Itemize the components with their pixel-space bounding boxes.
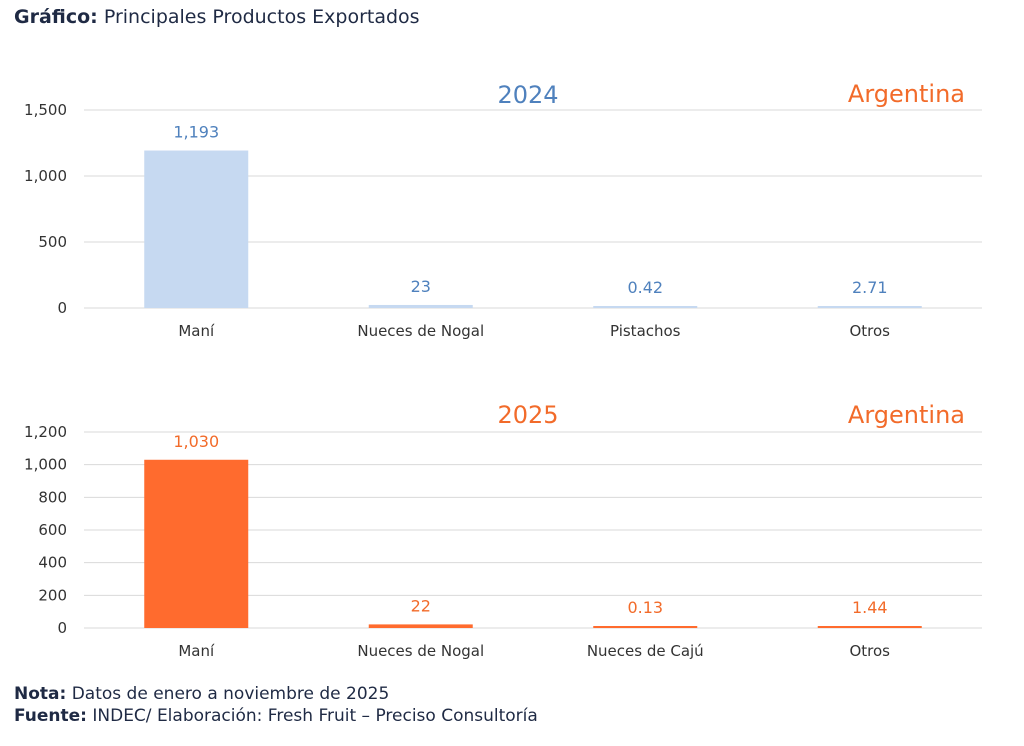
category-label: Pistachos [610,322,681,340]
source-text: INDEC/ Elaboración: Fresh Fruit – Precis… [92,706,538,726]
category-label: Otros [849,322,890,340]
data-label: 0.13 [627,598,663,617]
note-text: Datos de enero a noviembre de 2025 [71,684,390,704]
bar [144,150,249,308]
category-label: Nueces de Nogal [357,642,484,660]
chart-footer: Nota: Datos de enero a noviembre de 2025… [14,683,538,727]
y-tick-label: 1,500 [24,101,67,119]
category-label: Maní [178,322,215,340]
y-tick-label: 800 [38,488,67,506]
source-label: Fuente: [14,706,87,726]
data-label: 1.44 [852,598,888,617]
data-label: 0.42 [627,278,663,297]
y-tick-label: 0 [57,619,67,637]
chart-2024: 0 500 1,000 1,500 2024 Argentina 1,193 Maní 23 Nu… [24,80,982,340]
bar [368,304,473,308]
y-tick-label: 1,000 [24,167,67,185]
bar [817,626,922,628]
chart-title: 2024 [497,81,558,109]
category-label: Nueces de Nogal [357,322,484,340]
y-tick-label: 200 [38,586,67,604]
category-label: Nueces de Cajú [587,642,704,660]
chart-title: 2025 [497,401,558,429]
y-tick-label: 400 [38,554,67,572]
header-title: Principales Productos Exportados [103,6,420,28]
country-label: Argentina [848,80,965,108]
bar [144,459,249,628]
data-label: 23 [411,277,431,296]
data-label: 22 [411,596,431,615]
chart-2025: 0 200 400 600 800 1,000 1,200 2025 Argentina 1,03… [24,401,982,660]
country-label: Argentina [848,401,965,429]
category-label: Otros [849,642,890,660]
note-line: Nota: Datos de enero a noviembre de 2025 [14,683,538,705]
bar [368,624,473,628]
y-tick-label: 1,000 [24,456,67,474]
note-label: Nota: [14,684,67,704]
bar [817,306,922,308]
data-label: 1,030 [173,432,219,451]
y-tick-label: 1,200 [24,423,67,441]
data-label: 2.71 [852,278,888,297]
y-tick-label: 600 [38,521,67,539]
chart-header: Gráfico: Principales Productos Exportado… [14,6,420,28]
category-label: Maní [178,642,215,660]
data-label: 1,193 [173,123,219,142]
bar [593,626,698,628]
y-tick-label: 500 [38,233,67,251]
y-tick-label: 0 [57,299,67,317]
header-label: Gráfico: [14,6,98,28]
bar [593,306,698,308]
source-line: Fuente: INDEC/ Elaboración: Fresh Fruit … [14,705,538,727]
